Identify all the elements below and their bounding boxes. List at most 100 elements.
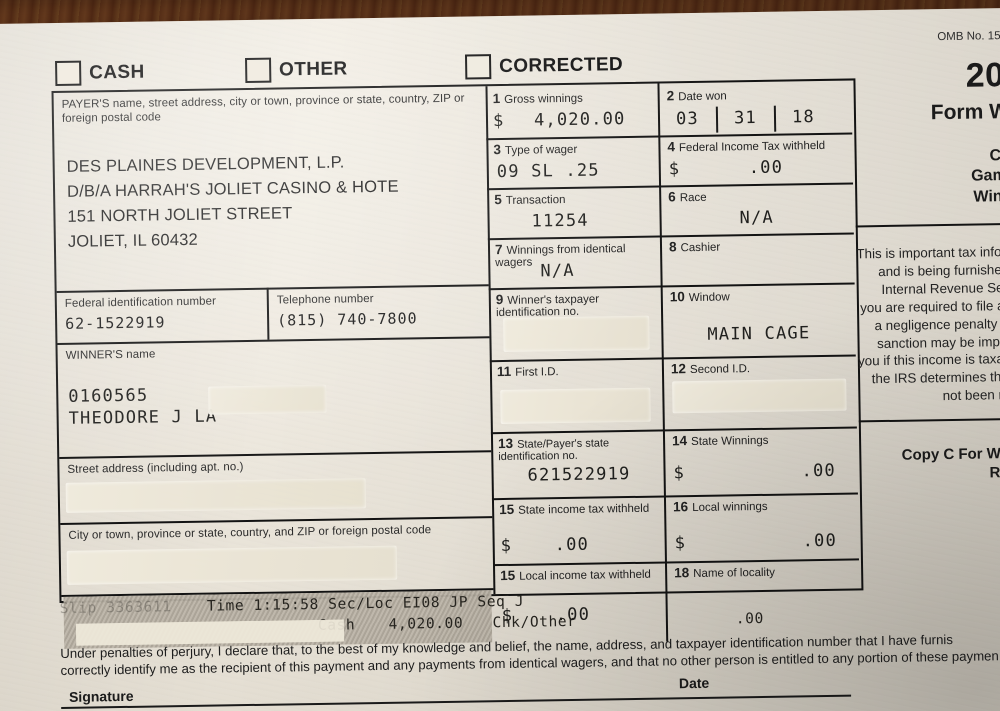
checkbox-corrected[interactable]: CORRECTED (464, 52, 624, 80)
box-2-date-won: 2 Date won 03 31 18 (659, 81, 850, 136)
signature-label: Signature (68, 687, 134, 705)
date-label: Date (678, 674, 710, 692)
box-11-redaction (500, 387, 651, 425)
box-4-value: .00 (748, 157, 784, 179)
receipt-cash-amount: 4,020.00 (388, 615, 464, 633)
box-13-label: State/Payer's state identification no. (498, 437, 610, 464)
box-5-number: 5 (494, 191, 502, 208)
box-16-currency: $ (674, 533, 687, 554)
box-15-number: 15 (499, 501, 515, 518)
signature-line[interactable] (61, 694, 852, 709)
receipt-other-amount: .00 (735, 610, 764, 627)
w2g-form-content: CASH OTHER CORRECTED PAYER'S name, stree… (37, 23, 1000, 709)
box-1-number: 1 (492, 91, 501, 107)
box-2-day: 31 (733, 107, 758, 129)
other-checkbox-label: OTHER (278, 57, 348, 80)
checkbox-other[interactable]: OTHER (244, 56, 348, 84)
irs-notice-text: This is important tax information and is… (856, 243, 1000, 404)
tax-year: 2018 (965, 55, 1000, 95)
box-11-label: First I.D. (515, 366, 559, 379)
federal-id-value: 62-1522919 (65, 313, 166, 333)
cash-checkbox-label: CASH (89, 61, 145, 83)
box-4-federal-tax-withheld: 4 Federal Income Tax withheld $ .00 (660, 133, 851, 186)
box-6-race: 6 Race N/A (661, 183, 852, 236)
federal-id-field: Federal identification number 62-1522919 (57, 288, 268, 343)
box-16-number: 16 (672, 499, 689, 515)
box-12-number: 12 (670, 361, 687, 377)
federal-id-label: Federal identification number (64, 295, 217, 310)
box-6-value: N/A (739, 207, 775, 229)
box-6-label: Race (679, 191, 707, 205)
date-divider-2 (773, 105, 777, 132)
box-2-number: 2 (666, 88, 675, 104)
box-13-number: 13 (497, 435, 514, 452)
box-14-value: .00 (801, 460, 837, 482)
box-8-number: 8 (668, 239, 677, 255)
winner-street-label: Street address (including apt. no.) (67, 461, 244, 476)
telephone-field: Telephone number (815) 740-7800 (269, 284, 488, 339)
box-1-gross-winnings: 1 Gross winnings $ 4,020.00 (485, 84, 658, 139)
box-10-value: MAIN CAGE (707, 323, 811, 345)
box-18-label: Name of locality (693, 566, 776, 581)
box-17-number: 15 (500, 567, 516, 584)
omb-number: OMB No. 1545-0238 (937, 29, 1000, 44)
date-divider-1 (715, 106, 719, 133)
box-14-label: State Winnings (691, 434, 769, 449)
copy-label: Copy C For Winner's Records (901, 444, 1000, 482)
box-2-month: 03 (675, 108, 700, 130)
receipt-time-line: Time 1:15:58 Sec/Loc EI08 JP Seq J (206, 593, 525, 615)
box-9-label: Winner's taxpayer identification no. (495, 293, 600, 320)
box-12-label: Second I.D. (689, 363, 751, 377)
winner-city-label: City or town, province or state, country… (68, 524, 432, 542)
box-4-number: 4 (667, 139, 676, 155)
box-12-redaction (672, 378, 847, 414)
winner-name-redaction (208, 384, 327, 415)
form-left-column: PAYER'S name, street address, city or to… (53, 86, 496, 649)
payer-name-line-2: D/B/A HARRAH'S JOLIET CASINO & HOTE (66, 177, 399, 201)
form-title-line-3: Winnings (973, 187, 1000, 206)
winner-street-redaction (65, 478, 367, 513)
box-4-label: Federal Income Tax withheld (678, 139, 826, 155)
box-3-number: 3 (493, 142, 502, 158)
checkbox-cash[interactable]: CASH (55, 60, 145, 86)
w2g-form-paper: CASH OTHER CORRECTED PAYER'S name, stree… (0, 7, 1000, 711)
box-1-label: Gross winnings (504, 92, 583, 106)
box-3-value: 09 SL .25 (496, 160, 600, 183)
box-6-number: 6 (668, 189, 676, 205)
box-16-local-winnings: 16 Local winnings $ .00 (666, 492, 857, 561)
box-7-identical-wagers: 7 Winnings from identical wagers N/A (488, 236, 661, 289)
box-2-label: Date won (678, 90, 727, 104)
winner-account-number: 0160565 (68, 385, 149, 407)
notice-divider (855, 222, 1000, 228)
box-13-value: 621522919 (527, 464, 631, 486)
winner-name-label: WINNER'S name (65, 348, 156, 362)
box-12-second-id: 12 Second I.D. (664, 354, 855, 429)
box-10-window: 10 Window MAIN CAGE (663, 282, 854, 357)
winner-city-redaction (66, 545, 398, 585)
box-8-cashier: 8 Cashier (662, 233, 853, 286)
receipt-other-label: Chk/Other (492, 613, 577, 631)
corrected-checkbox-box[interactable] (464, 54, 492, 80)
box-7-value: N/A (540, 260, 575, 282)
corrected-checkbox-label: CORRECTED (498, 53, 624, 77)
form-grid: PAYER'S name, street address, city or to… (51, 78, 864, 649)
box-7-number: 7 (494, 241, 503, 258)
cash-checkbox-box[interactable] (55, 60, 82, 86)
box-14-currency: $ (673, 463, 686, 484)
receipt-slip-faded: Slip 3363611 (59, 599, 172, 617)
winner-city-field: City or town, province or state, country… (60, 516, 493, 595)
box-10-number: 10 (669, 289, 685, 305)
other-checkbox-box[interactable] (244, 57, 272, 84)
box-18-number: 18 (674, 565, 690, 581)
telephone-value: (815) 740-7800 (276, 309, 418, 330)
box-9-redaction (503, 315, 650, 352)
box-13-state-payer-id: 13 State/Payer's state identification no.… (491, 429, 664, 498)
box-17-label: Local income tax withheld (519, 568, 651, 583)
box-2-year: 18 (791, 107, 816, 128)
form-notice-column: OMB No. 1545-0238 2018 Form W2-G Certain… (853, 23, 1000, 586)
box-11-first-id: 11 First I.D. (490, 358, 663, 433)
box-10-label: Window (688, 291, 730, 305)
box-5-transaction: 5 Transaction 11254 (487, 186, 660, 239)
box-14-state-winnings: 14 State Winnings $ .00 (665, 426, 856, 495)
